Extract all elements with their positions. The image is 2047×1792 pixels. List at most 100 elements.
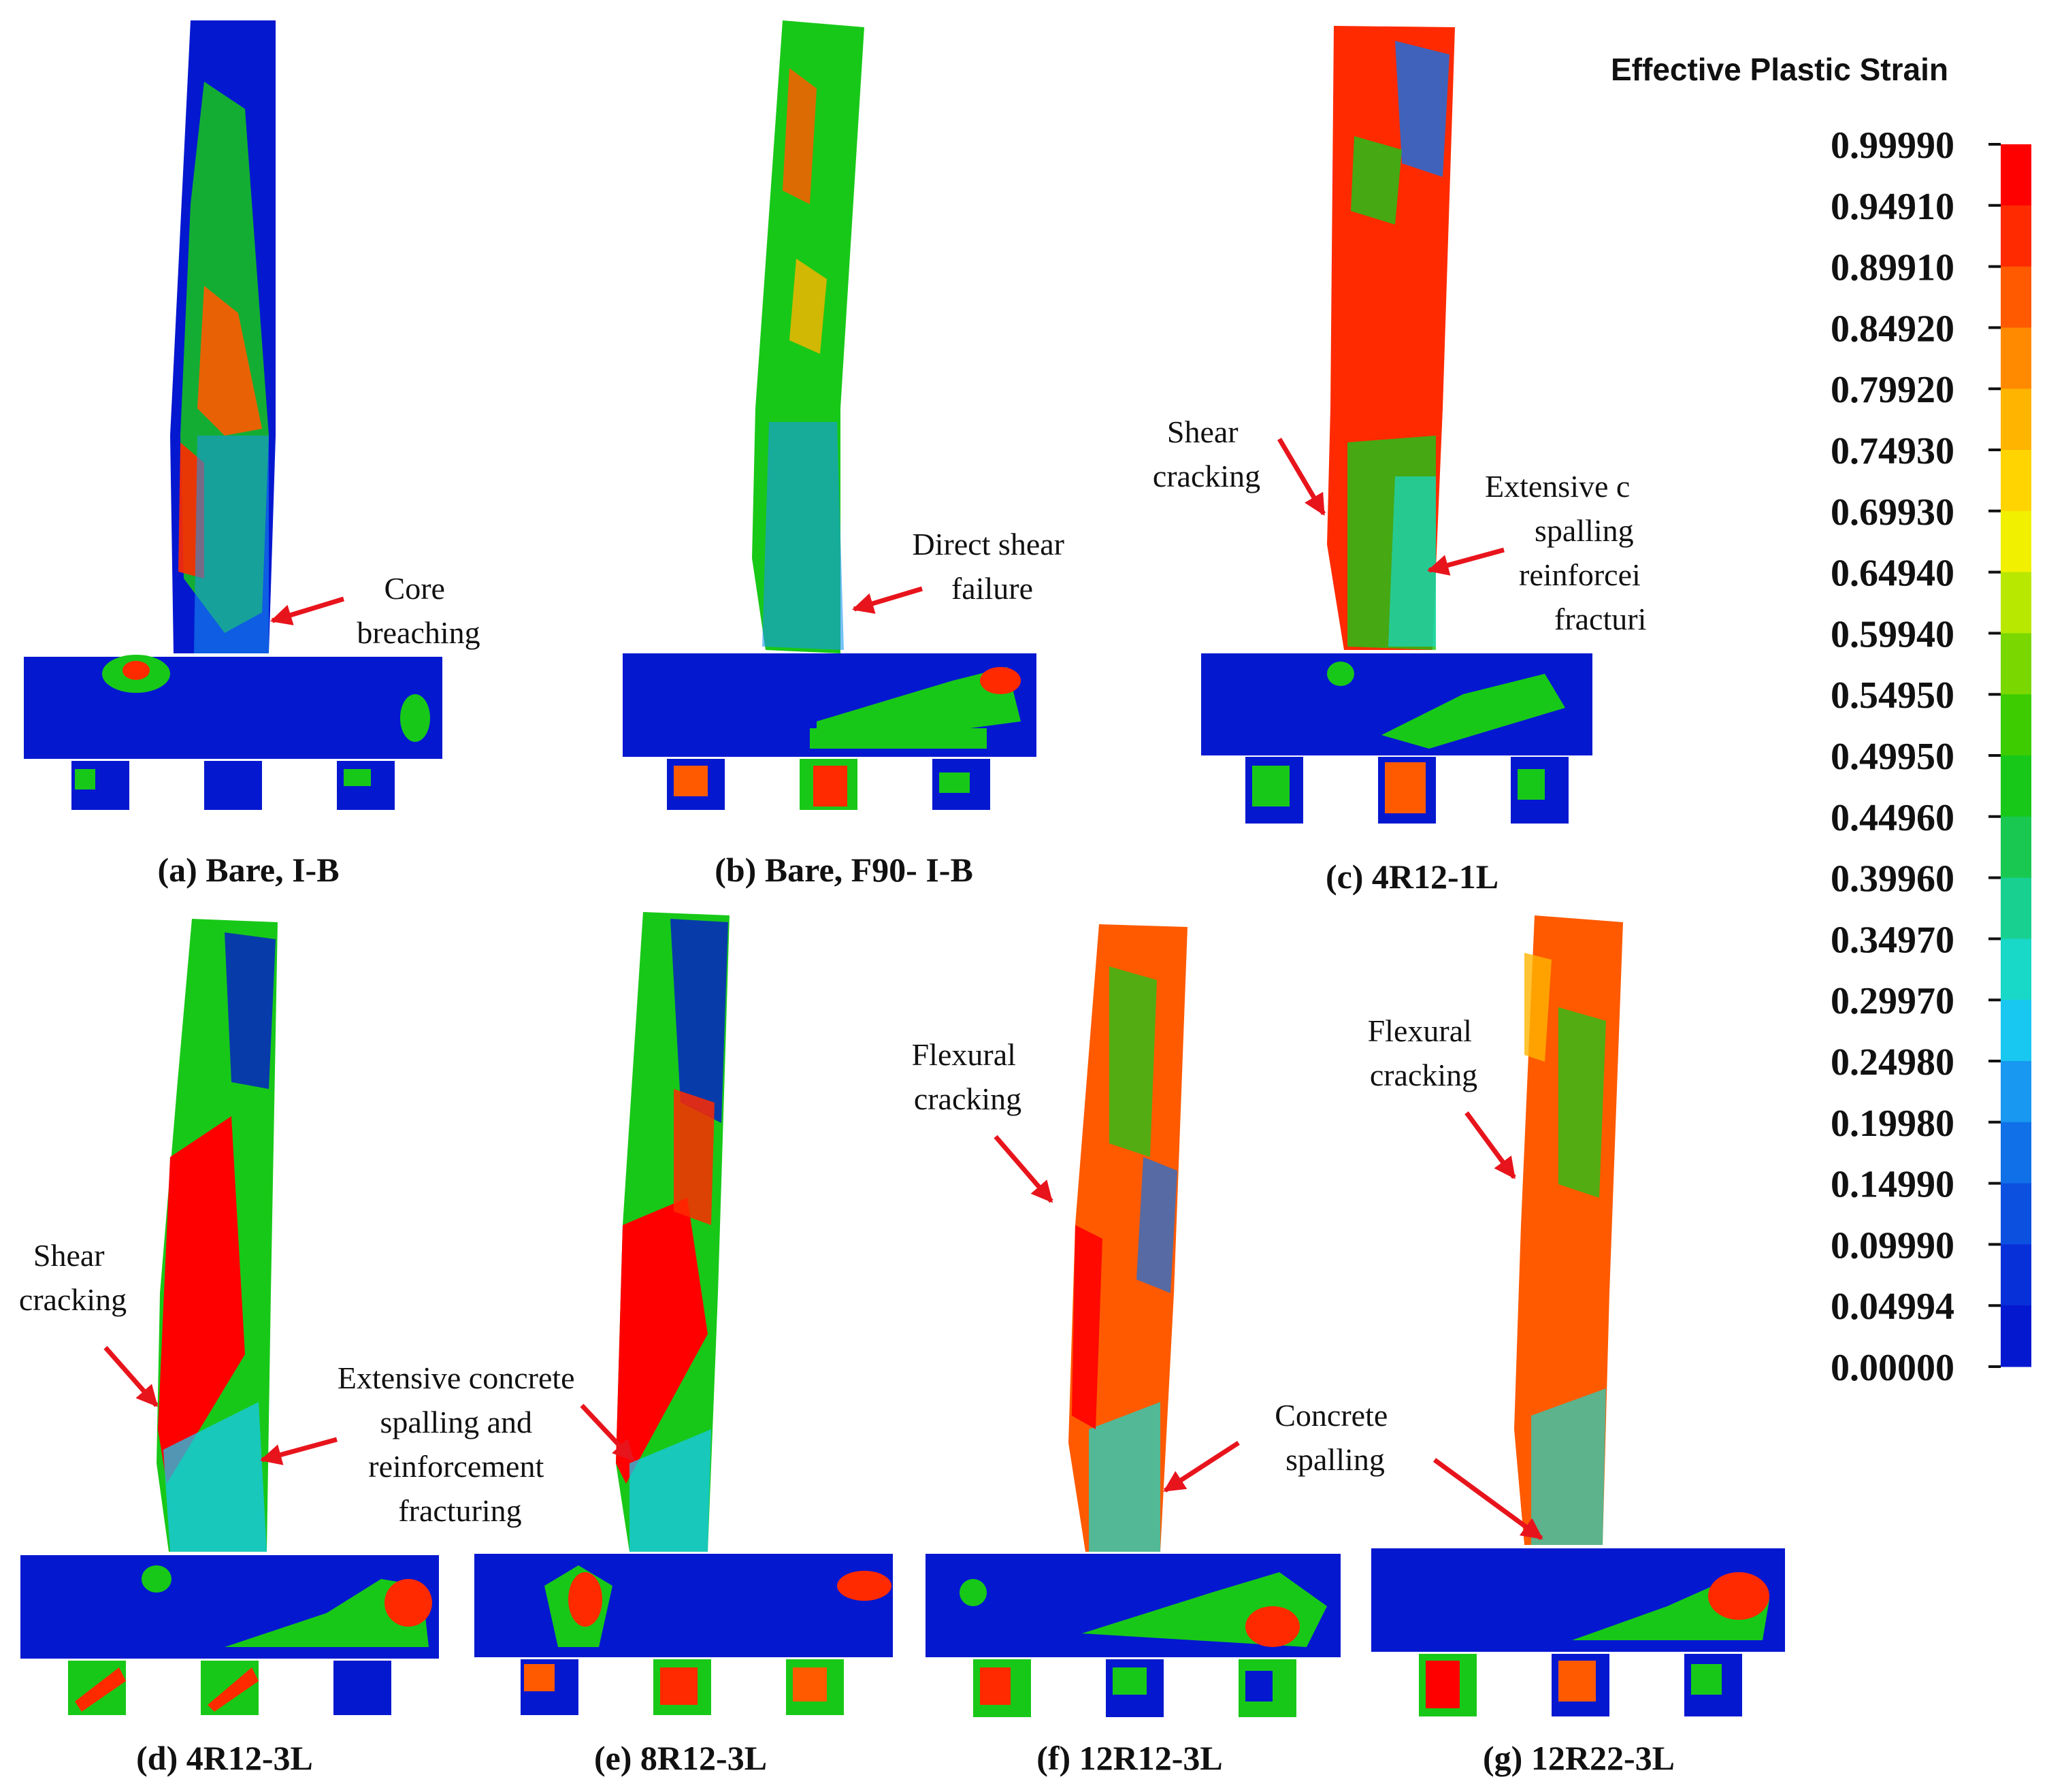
piles-f <box>973 1659 1296 1717</box>
piles-a <box>71 761 395 810</box>
annotation-g1: Flexural cracking <box>1368 1013 1480 1092</box>
legend-tick-label: 0.99990 <box>1831 125 1954 167</box>
pier-column-e <box>616 912 730 1552</box>
annotation-line: Direct shear <box>913 527 1065 561</box>
panel-c: Shear cracking Extensive c spalling rein… <box>1153 26 1646 896</box>
legend-swatch <box>2001 939 2031 1000</box>
legend-swatch <box>2001 633 2031 695</box>
annotation-line: cracking <box>1370 1058 1477 1092</box>
legend-tick-label: 0.69930 <box>1831 491 1954 534</box>
arrow-g1 <box>1464 1111 1516 1179</box>
annotation-line: Shear <box>1167 414 1239 449</box>
annotation-b1: Direct shear failure <box>913 527 1072 606</box>
legend-swatch <box>2001 1305 2031 1367</box>
legend-tick-label: 0.74930 <box>1831 430 1954 472</box>
legend-swatch <box>2001 389 2031 451</box>
legend-swatch <box>2001 510 2031 573</box>
legend-tick-label: 0.14990 <box>1831 1164 1954 1206</box>
piles-d <box>68 1661 391 1715</box>
arrow-b1 <box>851 586 923 614</box>
legend-tick-label: 0.00000 <box>1831 1347 1954 1389</box>
annotation-line: cracking <box>19 1282 127 1317</box>
annotation-line: reinforcei <box>1519 557 1641 592</box>
annotation-line: reinforcement <box>368 1449 544 1484</box>
arrow-e1 <box>580 1403 635 1462</box>
annotation-line: cracking <box>914 1081 1021 1116</box>
arrow-d2 <box>259 1437 338 1465</box>
annotation-line: fracturi <box>1554 602 1646 636</box>
legend-swatch <box>2001 1122 2031 1184</box>
legend-swatch <box>2001 816 2031 879</box>
legend-tick-label: 0.24980 <box>1831 1041 1954 1084</box>
legend-swatch <box>2001 1183 2031 1245</box>
caption-d: (d) 4R12-3L <box>136 1739 313 1777</box>
annotation-line: Flexural <box>912 1037 1016 1072</box>
legend-tick-label: 0.54950 <box>1831 674 1954 717</box>
legend-swatch <box>2001 1061 2031 1123</box>
legend-tick-label: 0.44960 <box>1831 797 1954 839</box>
legend-swatch <box>2001 1000 2031 1062</box>
arrow-d1 <box>103 1346 159 1407</box>
legend-swatch <box>2001 450 2031 512</box>
caption-b: (b) Bare, F90- I-B <box>715 851 973 889</box>
legend-tick-label: 0.39960 <box>1831 858 1954 900</box>
caption-e: (e) 8R12-3L <box>594 1739 767 1777</box>
pile-cap-d <box>20 1555 439 1659</box>
annotation-d1: Shear cracking <box>19 1238 127 1317</box>
annotation-f1: Flexural cracking <box>912 1037 1024 1116</box>
legend-swatch <box>2001 572 2031 634</box>
legend-tick-label: 0.59940 <box>1831 613 1954 655</box>
legend-swatch <box>2001 205 2031 267</box>
annotation-line: spalling <box>1285 1442 1385 1477</box>
annotation-a1: Core breaching <box>357 571 480 650</box>
legend-tick-label: 0.19980 <box>1831 1103 1954 1145</box>
panel-f: Flexural cracking Concrete spalling (f) … <box>912 924 1388 1777</box>
annotation-line: Flexural <box>1368 1013 1472 1048</box>
legend-swatch <box>2001 877 2031 939</box>
legend-tick-label: 0.79920 <box>1831 369 1954 411</box>
caption-g: (g) 12R22-3L <box>1483 1739 1675 1777</box>
arrow-f1 <box>994 1135 1053 1203</box>
caption-a: (a) Bare, I-B <box>157 851 339 889</box>
annotation-line: spalling and <box>380 1405 532 1439</box>
pier-column-b <box>752 20 864 653</box>
panel-a: Core breaching (a) Bare, I-B <box>24 20 480 889</box>
legend-swatch <box>2001 1244 2031 1306</box>
legend-swatch <box>2001 266 2031 328</box>
legend-tick-label: 0.94910 <box>1831 186 1954 228</box>
pile-cap-f <box>926 1554 1341 1657</box>
annotation-line: Extensive c <box>1485 469 1630 504</box>
annotation-line: breaching <box>357 615 480 650</box>
annotation-line: Core <box>384 571 445 606</box>
pile-cap-c <box>1201 653 1592 755</box>
pier-column-g <box>1514 915 1623 1545</box>
annotation-d2: Extensive concrete spalling and reinforc… <box>338 1361 583 1528</box>
legend-color-bar <box>2001 144 2031 1367</box>
legend-tick-label: 0.29970 <box>1831 980 1954 1022</box>
pile-cap-e <box>474 1554 893 1657</box>
legend-tick-label: 0.04994 <box>1831 1286 1954 1328</box>
piles-g <box>1419 1654 1742 1716</box>
annotation-c1: Shear cracking <box>1153 414 1260 493</box>
color-legend: Effective Plastic Strain 0.999900.949100… <box>1611 52 2031 1389</box>
panel-d: Shear cracking Extensive concrete spalli… <box>19 919 583 1777</box>
piles-b <box>667 759 990 810</box>
legend-tick-label: 0.49950 <box>1831 736 1954 778</box>
annotation-line: Concrete <box>1275 1398 1388 1433</box>
pier-column-f <box>1068 924 1188 1552</box>
arrow-c1 <box>1277 438 1326 516</box>
arrow-a1 <box>269 596 345 625</box>
pier-column-d <box>157 919 278 1552</box>
legend-swatch <box>2001 327 2031 389</box>
legend-tick-label: 0.34970 <box>1831 919 1954 961</box>
annotation-line: failure <box>951 571 1033 606</box>
pier-column-c <box>1327 26 1455 650</box>
piles-e <box>521 1659 844 1715</box>
annotation-line: fracturing <box>398 1493 521 1528</box>
panel-g: Flexural cracking (g) 12R22-3L <box>1368 915 1785 1777</box>
pier-column-a <box>170 20 276 653</box>
panel-b: Direct shear failure (b) Bare, F90- I-B <box>623 20 1072 889</box>
legend-tick-label: 0.64940 <box>1831 553 1954 595</box>
caption-f: (f) 12R12-3L <box>1036 1739 1223 1777</box>
arrow-c2 <box>1426 547 1505 576</box>
